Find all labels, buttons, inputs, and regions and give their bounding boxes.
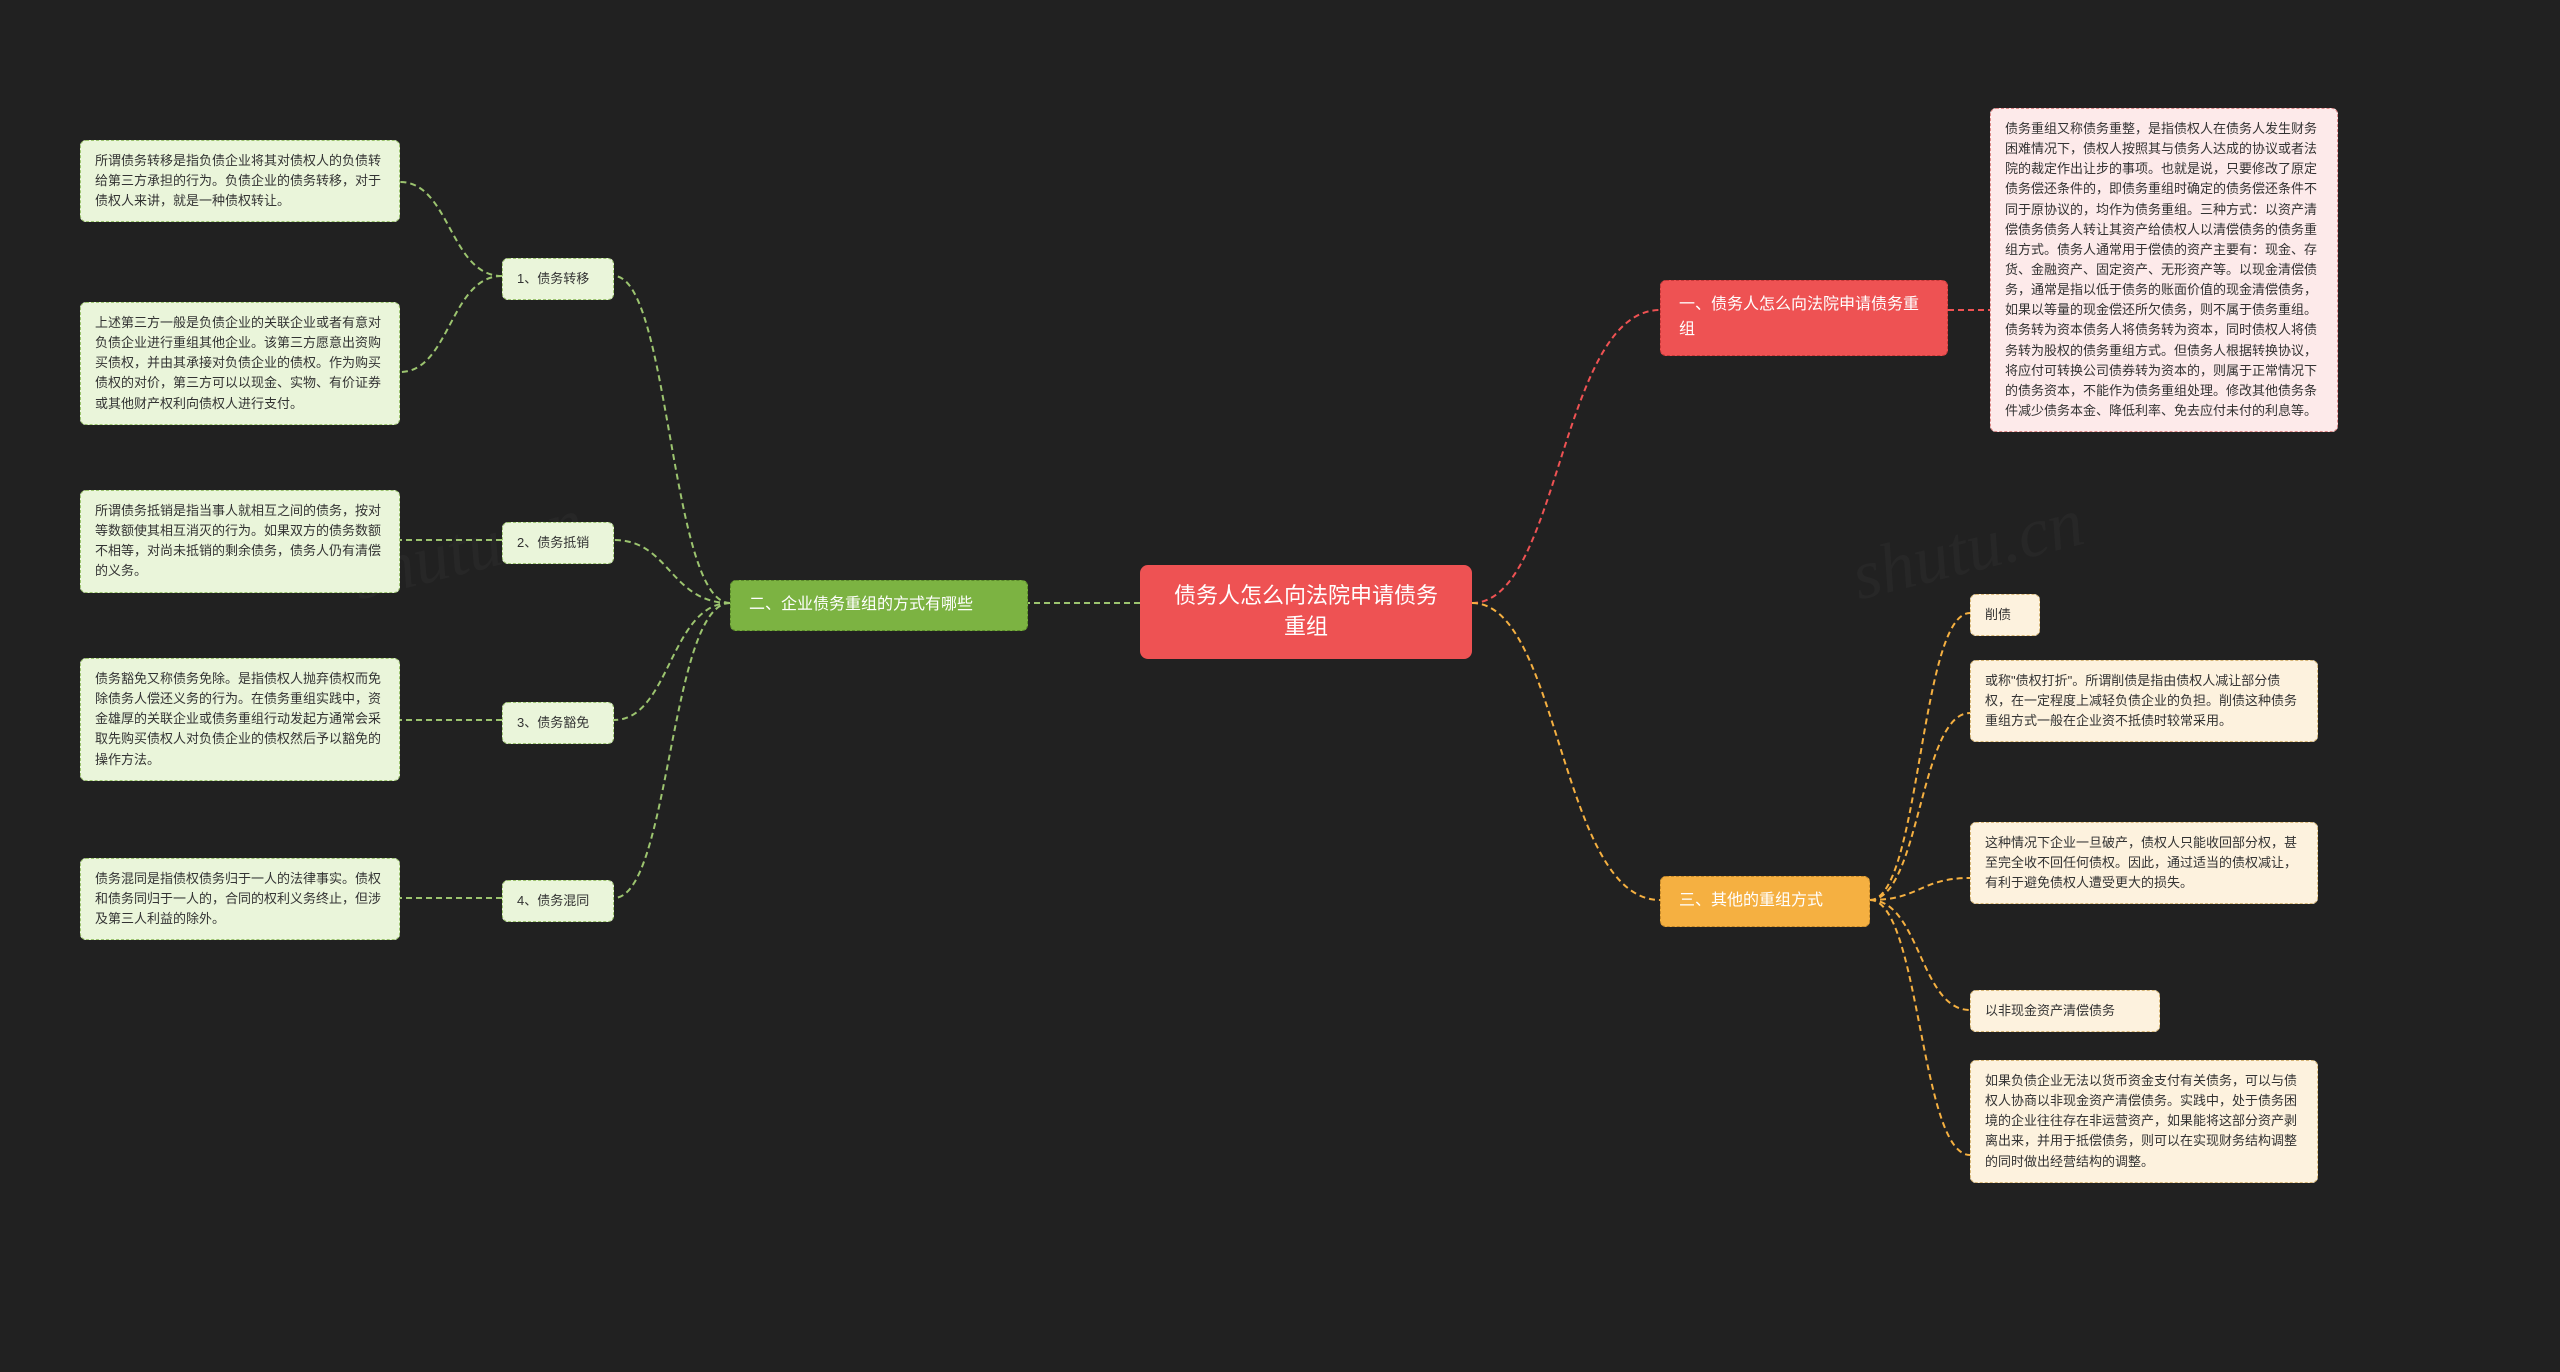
branch-3[interactable]: 三、其他的重组方式 xyxy=(1660,876,1870,927)
branch-3-leaf-3: 这种情况下企业一旦破产，债权人只能收回部分权，甚至完全收不回任何债权。因此，通过… xyxy=(1970,822,2318,904)
branch-2-item-2[interactable]: 2、债务抵销 xyxy=(502,522,614,564)
watermark: shutu.cn xyxy=(1844,483,2092,618)
branch-2-item-3-leaf: 债务豁免又称债务免除。是指债权人抛弃债权而免除债务人偿还义务的行为。在债务重组实… xyxy=(80,658,400,781)
branch-1-leaf: 债务重组又称债务重整，是指债权人在债务人发生财务困难情况下，债权人按照其与债务人… xyxy=(1990,108,2338,432)
branch-3-leaf-4: 以非现金资产清偿债务 xyxy=(1970,990,2160,1032)
branch-3-leaf-5: 如果负债企业无法以货币资金支付有关债务，可以与债权人协商以非现金资产清偿债务。实… xyxy=(1970,1060,2318,1183)
branch-2-item-1-leaf-1: 所谓债务转移是指负债企业将其对债权人的负债转给第三方承担的行为。负债企业的债务转… xyxy=(80,140,400,222)
branch-2-item-1-leaf-2: 上述第三方一般是负债企业的关联企业或者有意对负债企业进行重组其他企业。该第三方愿… xyxy=(80,302,400,425)
branch-2-item-2-leaf: 所谓债务抵销是指当事人就相互之间的债务，按对等数额使其相互消灭的行为。如果双方的… xyxy=(80,490,400,593)
root-node[interactable]: 债务人怎么向法院申请债务重组 xyxy=(1140,565,1472,659)
branch-2-item-3[interactable]: 3、债务豁免 xyxy=(502,702,614,744)
branch-2-item-4-leaf: 债务混同是指债权债务归于一人的法律事实。债权和债务同归于一人的，合同的权利义务终… xyxy=(80,858,400,940)
branch-3-leaf-1: 削债 xyxy=(1970,594,2040,636)
branch-2-item-1[interactable]: 1、债务转移 xyxy=(502,258,614,300)
branch-1[interactable]: 一、债务人怎么向法院申请债务重组 xyxy=(1660,280,1948,356)
branch-2[interactable]: 二、企业债务重组的方式有哪些 xyxy=(730,580,1028,631)
branch-3-leaf-2: 或称"债权打折"。所谓削债是指由债权人减让部分债权，在一定程度上减轻负债企业的负… xyxy=(1970,660,2318,742)
branch-2-item-4[interactable]: 4、债务混同 xyxy=(502,880,614,922)
